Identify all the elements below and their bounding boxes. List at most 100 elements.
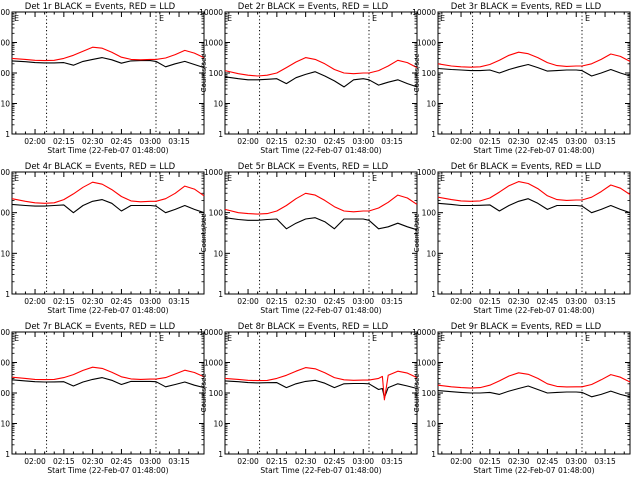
- x-tick-label: 03:15: [594, 137, 616, 146]
- y-tick-label: 1000: [204, 359, 223, 368]
- y-axis-label: Counts/sec: [200, 374, 208, 413]
- x-tick-label: 02:00: [24, 297, 46, 306]
- x-tick-label: 02:15: [266, 297, 288, 306]
- x-tick-label: 03:15: [381, 297, 403, 306]
- x-tick-label: 02:30: [295, 457, 317, 466]
- series-events-line: [224, 379, 418, 399]
- chart-panel-6: Det 6r BLACK = Events, RED = LLD 1 10 100 10…: [413, 162, 631, 315]
- y-tick-label: 1000: [417, 168, 436, 177]
- y-tick-label: 10: [213, 420, 223, 429]
- corner-mark-left: E: [227, 174, 232, 183]
- x-tick-label: 02:30: [508, 137, 530, 146]
- series-events-line: [224, 217, 418, 231]
- x-tick-label: 02:45: [537, 137, 559, 146]
- x-tick-label: 02:00: [24, 457, 46, 466]
- x-tick-label: 02:30: [295, 137, 317, 146]
- y-tick-label: 1: [218, 130, 223, 139]
- y-axis-label: Counts/sec: [200, 214, 208, 253]
- y-tick-label: 10: [213, 249, 223, 258]
- series-lld-line: [224, 192, 418, 215]
- chart-panel-9: Det 9r BLACK = Events, RED = LLD 1 10 100 10…: [412, 322, 631, 475]
- plot-frame: [224, 11, 418, 135]
- x-tick-label: 03:00: [352, 297, 374, 306]
- y-tick-label: 10000: [412, 328, 436, 337]
- x-tick-label: 02:15: [479, 137, 501, 146]
- x-tick-label: 02:00: [450, 457, 472, 466]
- x-tick-label: 03:00: [139, 457, 161, 466]
- x-tick-label: 03:00: [565, 457, 587, 466]
- y-tick-label: 10000: [0, 328, 10, 337]
- series-events-line: [11, 377, 205, 389]
- series-lld-line: [224, 57, 418, 77]
- corner-mark-right: E: [159, 14, 164, 23]
- x-tick-label: 02:30: [82, 457, 104, 466]
- x-tick-label: 02:15: [53, 297, 75, 306]
- x-axis-label: Start Time (22-Feb-07 01:48:00): [473, 306, 594, 315]
- corner-mark-left: E: [227, 334, 232, 343]
- x-tick-label: 02:45: [324, 297, 346, 306]
- x-tick-label: 02:30: [508, 457, 530, 466]
- x-tick-label: 02:45: [111, 297, 133, 306]
- series-lld-line: [224, 367, 418, 401]
- y-tick-label: 10: [426, 420, 436, 429]
- chart-title: Det 6r BLACK = Events, RED = LLD: [451, 162, 602, 172]
- x-tick-label: 02:15: [266, 457, 288, 466]
- corner-mark-right: E: [585, 174, 590, 183]
- series-lld-line: [437, 372, 631, 389]
- corner-mark-right: E: [159, 334, 164, 343]
- plot-frame: [11, 331, 205, 455]
- plot-frame: [224, 331, 418, 455]
- y-tick-label: 1000: [0, 168, 10, 177]
- corner-mark-left: E: [440, 174, 445, 183]
- plot-frame: [11, 171, 205, 295]
- series-events-line: [224, 71, 418, 88]
- corner-mark-right: E: [372, 334, 377, 343]
- chart-title: Det 7r BLACK = Events, RED = LLD: [25, 322, 176, 332]
- y-tick-label: 10000: [199, 328, 223, 337]
- y-axis-label: Counts/sec: [200, 54, 208, 93]
- x-tick-label: 03:15: [168, 457, 190, 466]
- y-tick-label: 10: [426, 249, 436, 258]
- y-tick-label: 100: [209, 69, 224, 78]
- chart-panel-8: Det 8r BLACK = Events, RED = LLD 1 10 100 10…: [199, 322, 418, 475]
- x-tick-label: 02:00: [450, 297, 472, 306]
- x-tick-label: 02:30: [508, 297, 530, 306]
- x-axis-label: Start Time (22-Feb-07 01:48:00): [260, 466, 381, 475]
- corner-mark-left: E: [440, 334, 445, 343]
- y-tick-label: 1000: [204, 168, 223, 177]
- x-tick-label: 03:00: [139, 297, 161, 306]
- x-tick-label: 02:30: [82, 137, 104, 146]
- x-tick-label: 03:15: [594, 297, 616, 306]
- corner-mark-left: E: [14, 334, 19, 343]
- plot-frame: [224, 171, 418, 295]
- chart-panel-7: Det 7r BLACK = Events, RED = LLD 1 10 100 10…: [0, 322, 205, 475]
- y-tick-label: 100: [0, 209, 10, 218]
- x-axis-label: Start Time (22-Feb-07 01:48:00): [47, 466, 168, 475]
- x-axis-label: Start Time (22-Feb-07 01:48:00): [473, 466, 594, 475]
- chart-panel-5: Det 5r BLACK = Events, RED = LLD 1 10 100 10…: [200, 162, 418, 315]
- x-tick-label: 03:00: [565, 297, 587, 306]
- y-axis-label: Counts/sec: [413, 374, 421, 413]
- y-tick-label: 100: [422, 69, 437, 78]
- x-tick-label: 03:15: [381, 137, 403, 146]
- series-lld-line: [437, 51, 631, 68]
- y-tick-label: 1: [218, 450, 223, 459]
- chart-title: Det 3r BLACK = Events, RED = LLD: [451, 2, 602, 12]
- x-tick-label: 03:00: [565, 137, 587, 146]
- x-tick-label: 02:45: [324, 457, 346, 466]
- y-tick-label: 1000: [204, 39, 223, 48]
- y-tick-label: 1: [5, 130, 10, 139]
- x-tick-label: 03:15: [168, 297, 190, 306]
- chart-panel-2: Det 2r BLACK = Events, RED = LLD 1 10 100 10…: [199, 2, 418, 155]
- chart-title: Det 5r BLACK = Events, RED = LLD: [238, 162, 389, 172]
- series-events-line: [437, 198, 631, 214]
- plot-frame: [11, 11, 205, 135]
- x-tick-label: 02:15: [266, 137, 288, 146]
- corner-mark-left: E: [14, 14, 19, 23]
- x-tick-label: 02:15: [53, 457, 75, 466]
- corner-mark-right: E: [372, 14, 377, 23]
- corner-mark-right: E: [585, 334, 590, 343]
- x-tick-label: 02:00: [24, 137, 46, 146]
- chart-title: Det 8r BLACK = Events, RED = LLD: [238, 322, 389, 332]
